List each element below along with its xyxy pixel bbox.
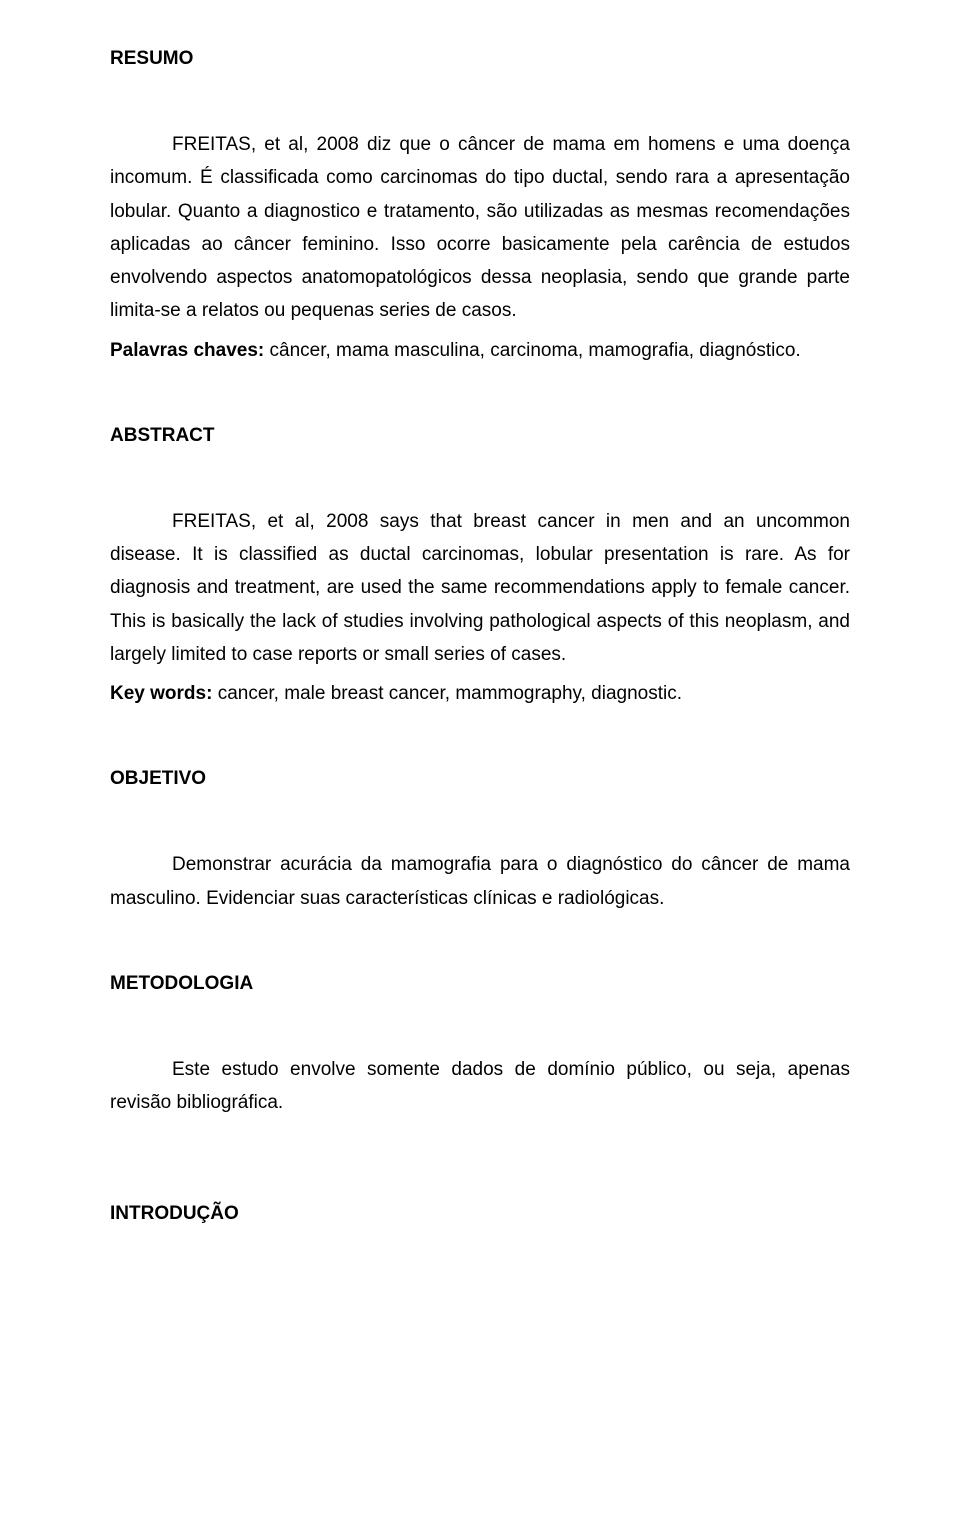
metodologia-body: Este estudo envolve somente dados de dom… — [110, 1053, 850, 1120]
metodologia-heading: METODOLOGIA — [110, 973, 850, 995]
introducao-heading: INTRODUÇÃO — [110, 1203, 850, 1225]
abstract-heading: ABSTRACT — [110, 425, 850, 447]
resumo-keywords-label: Palavras chaves: — [110, 340, 264, 361]
objetivo-body: Demonstrar acurácia da mamografia para o… — [110, 848, 850, 915]
document-page: RESUMO FREITAS, et al, 2008 diz que o câ… — [0, 0, 960, 1285]
abstract-keywords-label: Key words: — [110, 683, 212, 704]
resumo-body: FREITAS, et al, 2008 diz que o câncer de… — [110, 128, 850, 328]
abstract-keywords: Key words: cancer, male breast cancer, m… — [110, 677, 850, 710]
abstract-body: FREITAS, et al, 2008 says that breast ca… — [110, 505, 850, 671]
resumo-keywords: Palavras chaves: câncer, mama masculina,… — [110, 334, 850, 367]
resumo-heading: RESUMO — [110, 48, 850, 70]
resumo-keywords-text: câncer, mama masculina, carcinoma, mamog… — [264, 340, 800, 361]
abstract-keywords-text: cancer, male breast cancer, mammography,… — [212, 683, 682, 704]
objetivo-heading: OBJETIVO — [110, 768, 850, 790]
